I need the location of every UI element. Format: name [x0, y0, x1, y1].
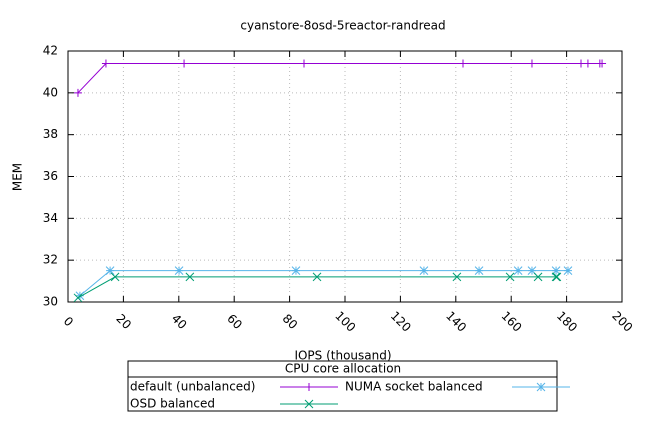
marker	[551, 266, 561, 275]
x-tick-label: 20	[113, 311, 134, 332]
x-tick-label: 100	[332, 309, 358, 335]
x-tick-label: 140	[443, 309, 469, 335]
x-tick-label: 80	[280, 311, 301, 332]
chart-title: cyanstore-8osd-5reactor-randread	[240, 19, 445, 33]
x-tick-label: 40	[169, 311, 190, 332]
marker	[563, 266, 573, 275]
data-line	[77, 276, 557, 299]
marker	[304, 399, 314, 409]
x-axis-label: IOPS (thousand)	[294, 349, 391, 363]
x-tick-label: 120	[388, 309, 414, 335]
marker	[174, 266, 184, 275]
y-tick-label: 34	[43, 211, 58, 225]
marker	[533, 272, 543, 282]
marker	[300, 59, 309, 68]
x-tick-label: 60	[224, 311, 245, 332]
marker	[291, 266, 301, 275]
x-tick-label: 180	[554, 309, 580, 335]
legend-label: default (unbalanced)	[130, 380, 255, 394]
y-axis-label: MEM	[11, 163, 25, 191]
marker	[452, 272, 462, 282]
legend-title: CPU core allocation	[285, 362, 401, 376]
marker	[583, 59, 592, 68]
marker	[101, 59, 110, 68]
y-tick-label: 36	[43, 169, 58, 183]
x-tick-label: 0	[61, 314, 76, 329]
legend-box	[127, 360, 558, 412]
marker	[419, 266, 429, 275]
marker	[110, 272, 120, 282]
marker	[185, 272, 195, 282]
marker	[527, 266, 537, 275]
x-tick-label: 160	[499, 309, 525, 335]
y-tick-label: 38	[43, 127, 58, 141]
y-tick-label: 40	[43, 85, 58, 99]
marker	[474, 266, 484, 275]
marker	[577, 59, 586, 68]
marker	[551, 272, 561, 282]
marker	[505, 272, 515, 282]
marker	[180, 59, 189, 68]
marker	[312, 272, 322, 282]
plot-frame	[67, 50, 623, 303]
y-tick-label: 30	[43, 295, 58, 309]
marker	[459, 59, 468, 68]
marker	[73, 88, 82, 97]
y-tick-label: 32	[43, 253, 58, 267]
legend-label: OSD balanced	[130, 397, 215, 411]
data-line	[77, 63, 603, 94]
marker	[536, 382, 546, 392]
marker	[105, 266, 115, 275]
marker	[513, 266, 523, 275]
marker	[552, 272, 562, 282]
marker	[73, 293, 83, 303]
marker	[305, 383, 313, 391]
marker	[527, 59, 536, 68]
x-tick-label: 200	[609, 309, 635, 335]
y-tick-label: 42	[43, 44, 58, 58]
data-line	[79, 270, 568, 297]
legend-label: NUMA socket balanced	[345, 380, 483, 394]
marker	[598, 59, 607, 68]
